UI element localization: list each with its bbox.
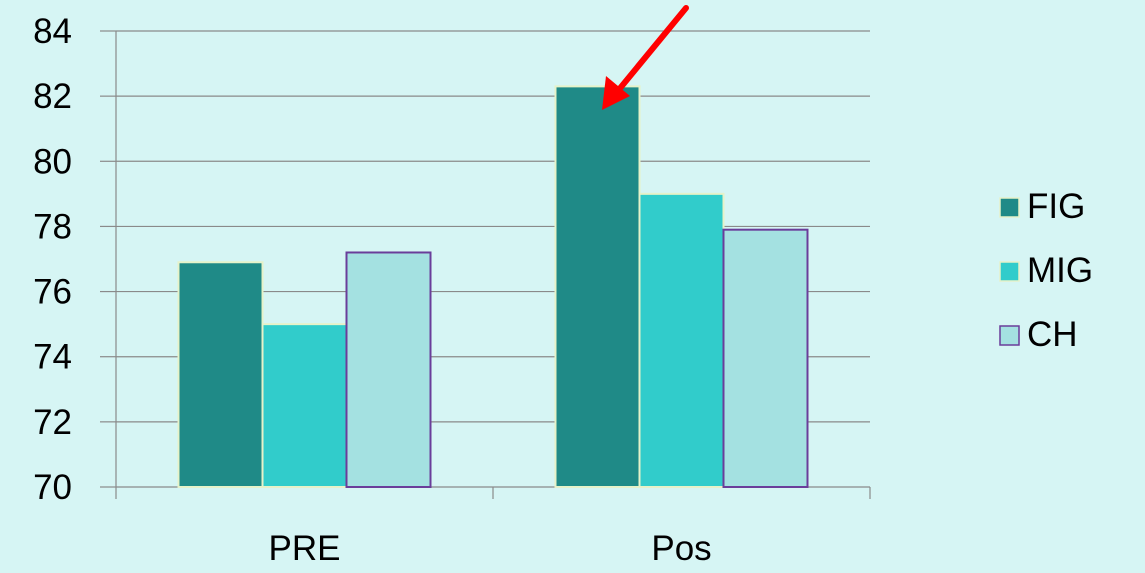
legend-swatch-fig	[999, 197, 1020, 218]
y-tick-label: 74	[33, 338, 72, 377]
tick-labels: 70 72 74 76 78 80 82 84 PRE Pos	[33, 12, 712, 568]
bar-mig-pos	[638, 192, 725, 488]
bar-ch-pre	[345, 251, 432, 488]
legend-swatch-mig	[999, 261, 1020, 282]
legend: FIG MIG CH	[999, 187, 1093, 354]
y-tick-label: 80	[33, 142, 72, 181]
x-tick-label: Pos	[651, 529, 711, 568]
legend-label-fig: FIG	[1027, 187, 1085, 226]
y-tick-label: 72	[33, 403, 72, 442]
legend-label-ch: CH	[1027, 315, 1078, 354]
bar-ch-pos	[722, 228, 809, 489]
x-tick-label: PRE	[269, 529, 341, 568]
annotation-arrow-shaft	[609, 5, 689, 101]
legend-swatch-ch	[999, 325, 1020, 346]
y-tick-label: 76	[33, 273, 72, 312]
annotation-arrow-head	[602, 76, 630, 110]
y-tick-label: 70	[33, 468, 72, 507]
annotation-arrow	[602, 5, 689, 110]
y-tick-label: 78	[33, 207, 72, 246]
y-tick-label: 82	[33, 77, 72, 116]
y-tick-label: 84	[33, 12, 72, 51]
bar-fig-pre	[177, 261, 264, 488]
bars	[177, 85, 809, 489]
bar-mig-pre	[261, 323, 348, 488]
bar-fig-pos	[554, 85, 641, 488]
legend-label-mig: MIG	[1027, 251, 1093, 290]
